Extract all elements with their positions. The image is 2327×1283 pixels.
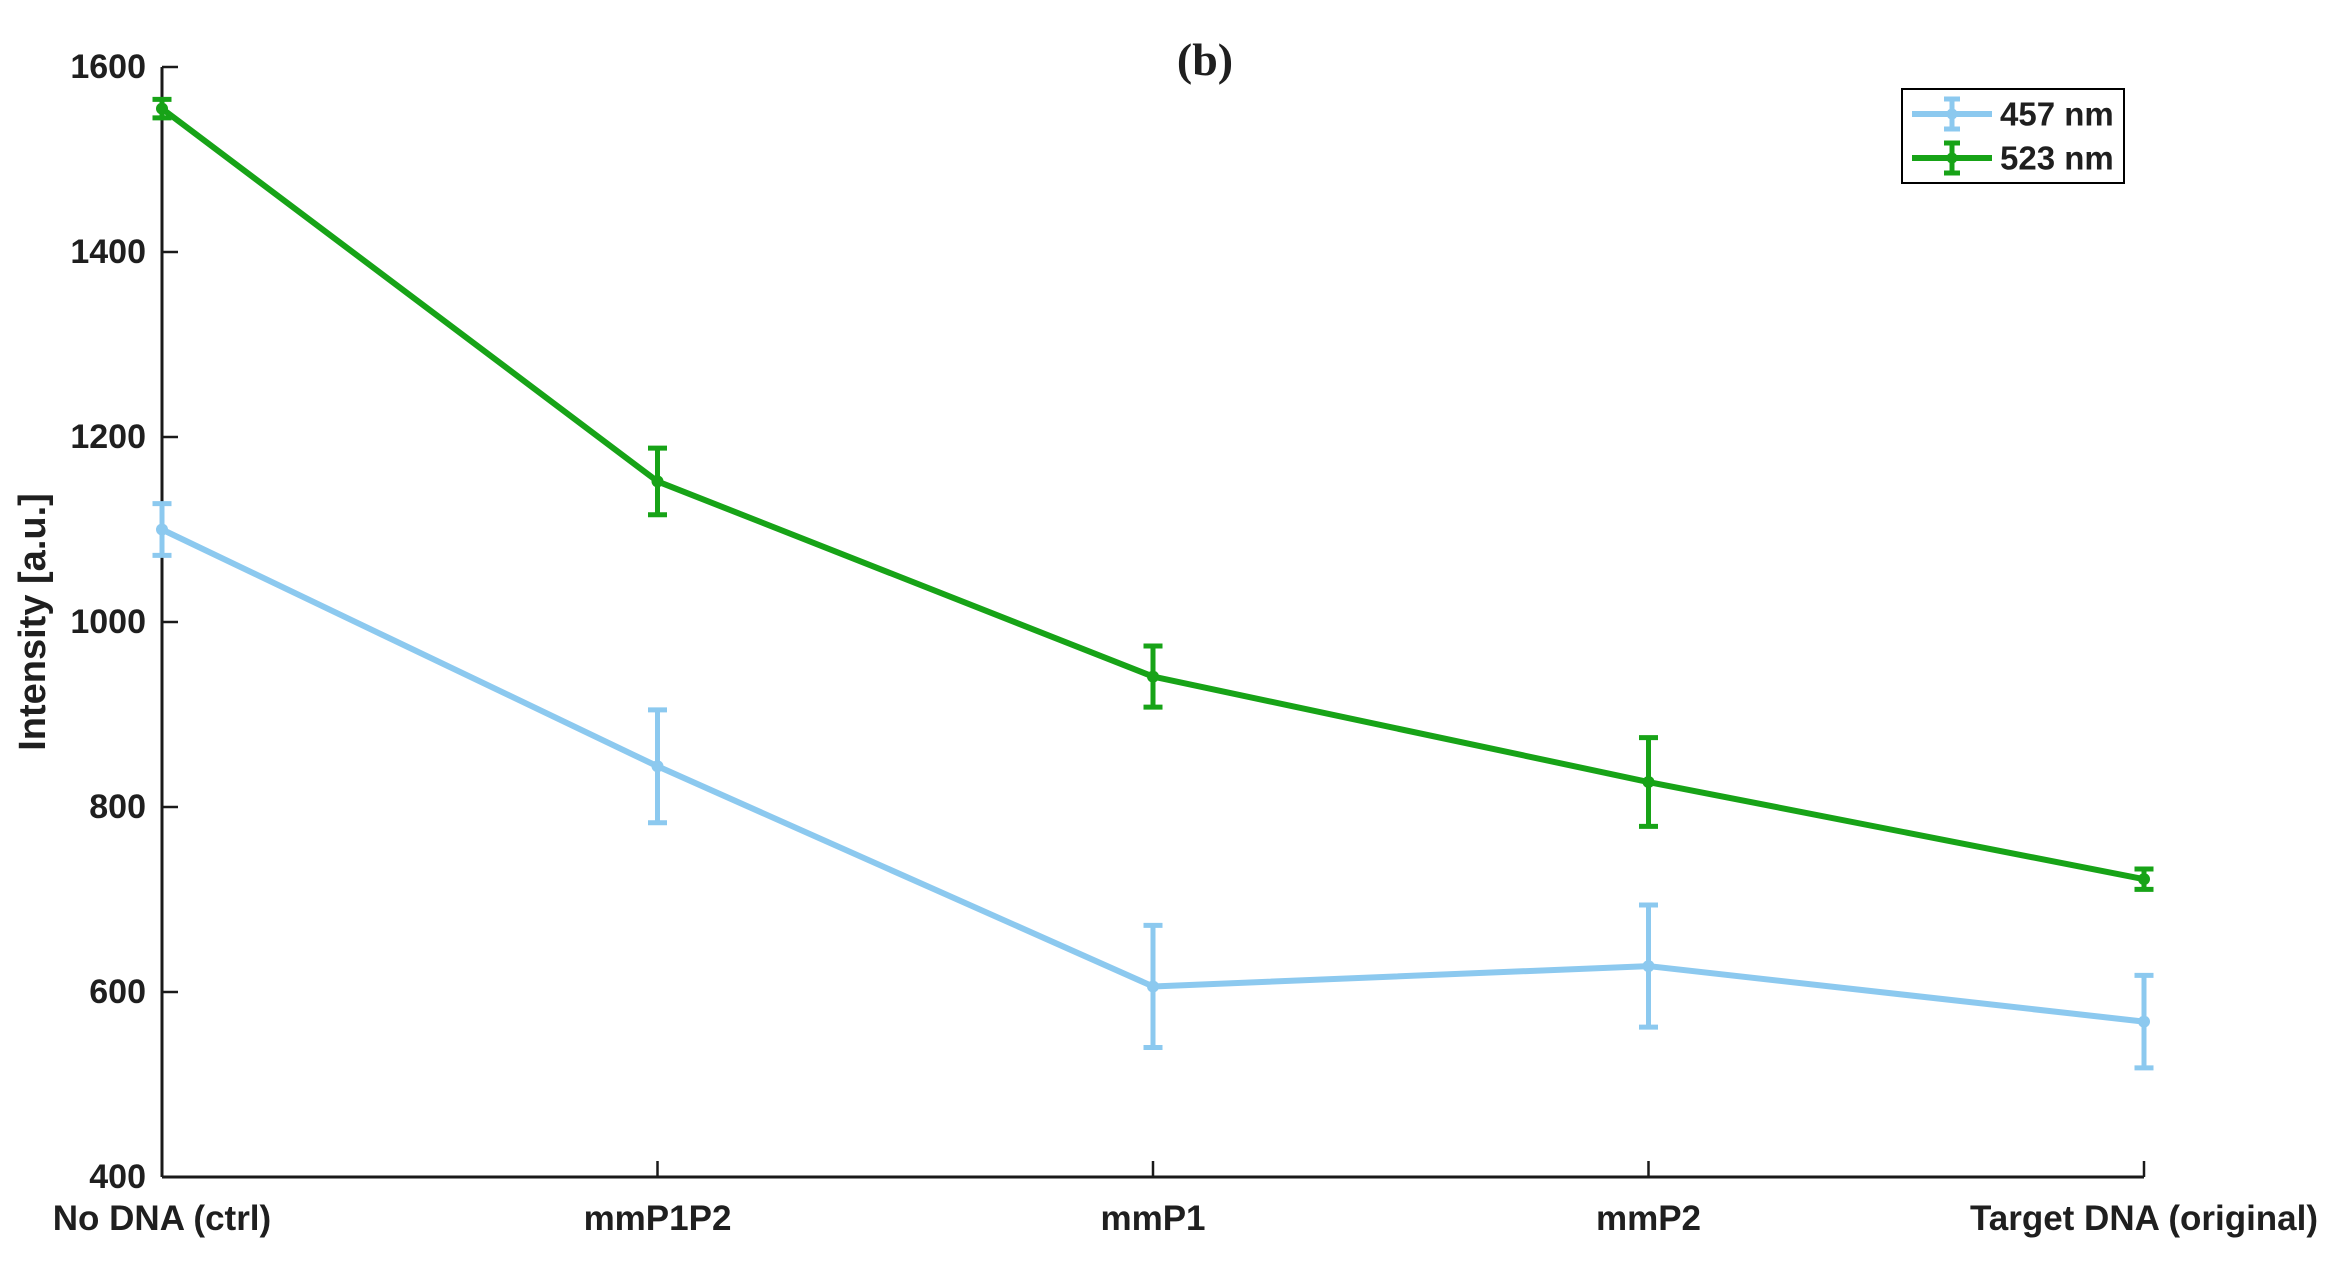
data-point-marker [156,102,168,115]
legend-marker [1946,152,1958,164]
x-tick-label: mmP2 [1596,1199,1701,1238]
chart-title: (b) [1177,34,1233,85]
data-point-marker [651,475,664,488]
y-tick-label: 400 [89,1158,146,1196]
data-point-marker [651,760,664,773]
data-point-marker [1642,960,1655,973]
data-point-marker [1642,776,1655,789]
legend-box [1901,88,2125,184]
y-tick-label: 1400 [70,233,146,271]
x-tick-label: mmP1P2 [584,1199,732,1238]
y-axis-title: Intensity [a.u.] [12,493,54,751]
y-tick-label: 800 [89,788,146,826]
data-point-marker [1147,980,1159,993]
x-tick-label: No DNA (ctrl) [53,1199,271,1238]
legend-item-label: 457 nm [2000,96,2114,133]
data-point-marker [1147,670,1159,683]
x-tick-label: mmP1 [1100,1199,1205,1238]
legend-item-label: 523 nm [2000,140,2114,177]
data-point-marker [2138,873,2150,886]
y-tick-label: 600 [89,973,146,1011]
series-line-523-nm [160,106,2145,883]
y-tick-label: 1200 [70,418,146,456]
data-point-marker [156,523,168,536]
legend-marker [1946,108,1958,120]
y-tick-label: 1000 [70,603,146,641]
y-tick-label: 1600 [70,48,146,86]
x-tick-label: Target DNA (original) [1970,1199,2318,1238]
data-point-marker [2138,1015,2150,1028]
